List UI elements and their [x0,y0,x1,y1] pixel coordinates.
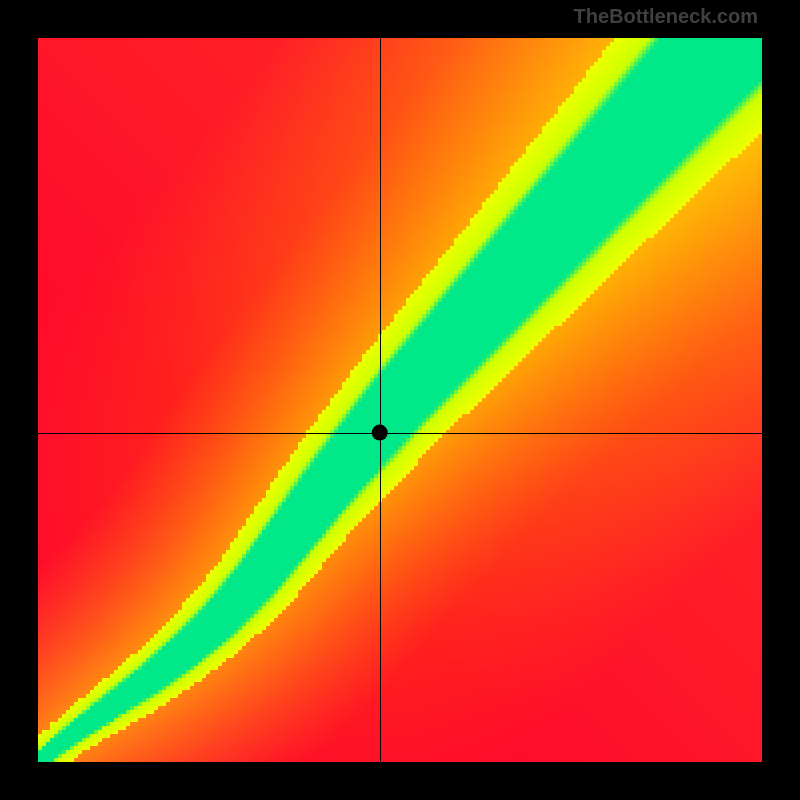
chart-container: TheBottleneck.com [0,0,800,800]
heatmap-canvas [0,0,800,800]
watermark-text: TheBottleneck.com [574,6,758,29]
